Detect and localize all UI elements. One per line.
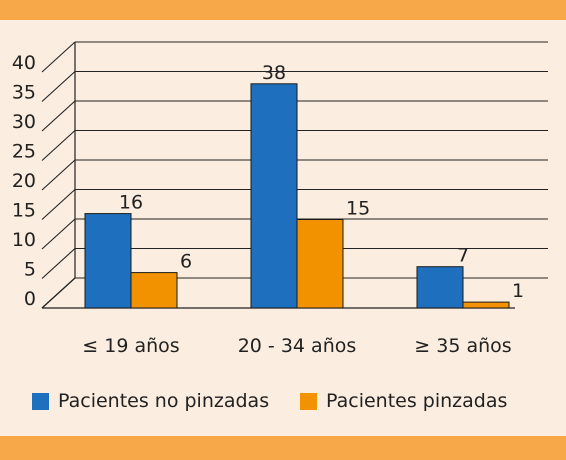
bar-blue-1 bbox=[250, 83, 298, 309]
gridline-side-10 bbox=[41, 218, 76, 250]
legend-label-series-1: Pacientes no pinzadas bbox=[58, 390, 270, 412]
top-band bbox=[0, 0, 566, 20]
y-axis-ticks: 0 5 10 15 20 25 30 35 40 bbox=[12, 52, 36, 310]
y-tick-label: 20 bbox=[12, 170, 36, 192]
y-tick-label: 30 bbox=[12, 111, 36, 133]
bar-orange-2 bbox=[462, 301, 510, 309]
bar-blue-2 bbox=[416, 266, 464, 309]
bottom-band bbox=[0, 436, 566, 460]
gridline-side-0 bbox=[41, 277, 76, 309]
y-tick-label: 25 bbox=[12, 141, 36, 163]
legend: Pacientes no pinzadas Pacientes pinzadas bbox=[0, 390, 566, 420]
data-label: 7 bbox=[457, 245, 469, 267]
gridline-side-20 bbox=[41, 159, 76, 191]
y-tick-label: 0 bbox=[24, 288, 36, 310]
y-tick-label: 35 bbox=[12, 82, 36, 104]
legend-label-series-2: Pacientes pinzadas bbox=[326, 390, 508, 412]
gridline-side-40 bbox=[41, 41, 76, 73]
data-label: 15 bbox=[346, 198, 370, 220]
gridline-side-5 bbox=[41, 248, 76, 279]
y-tick-label: 40 bbox=[12, 52, 36, 74]
category-label: ≤ 19 años bbox=[82, 335, 179, 357]
legend-item-series-1: Pacientes no pinzadas bbox=[32, 390, 269, 412]
data-label: 38 bbox=[262, 62, 286, 84]
data-label: 6 bbox=[180, 251, 192, 273]
category-label: 20 - 34 años bbox=[238, 335, 357, 357]
chart-bars bbox=[84, 83, 510, 309]
bar-chart: 0 5 10 15 20 25 30 35 40 16 6 38 15 7 1 ≤ 19 años 20 -… bbox=[12, 41, 548, 357]
data-label: 1 bbox=[512, 280, 524, 302]
gridline-side-25 bbox=[41, 130, 76, 161]
data-label: 16 bbox=[119, 192, 143, 214]
legend-swatch-blue bbox=[32, 392, 49, 410]
y-tick-label: 5 bbox=[24, 259, 36, 281]
y-tick-label: 10 bbox=[12, 229, 36, 251]
legend-item-series-2: Pacientes pinzadas bbox=[300, 390, 507, 412]
bar-blue-0 bbox=[84, 213, 132, 309]
gridline-side-35 bbox=[41, 71, 76, 102]
gridline-side-15 bbox=[41, 189, 76, 220]
bar-orange-0 bbox=[130, 272, 178, 309]
gridline-side-30 bbox=[41, 100, 76, 132]
category-labels: ≤ 19 años 20 - 34 años ≥ 35 años bbox=[82, 335, 511, 357]
bar-orange-1 bbox=[296, 219, 344, 309]
category-label: ≥ 35 años bbox=[414, 335, 511, 357]
data-labels: 16 6 38 15 7 1 bbox=[119, 62, 524, 302]
y-tick-label: 15 bbox=[12, 200, 36, 222]
legend-swatch-orange bbox=[300, 392, 317, 410]
